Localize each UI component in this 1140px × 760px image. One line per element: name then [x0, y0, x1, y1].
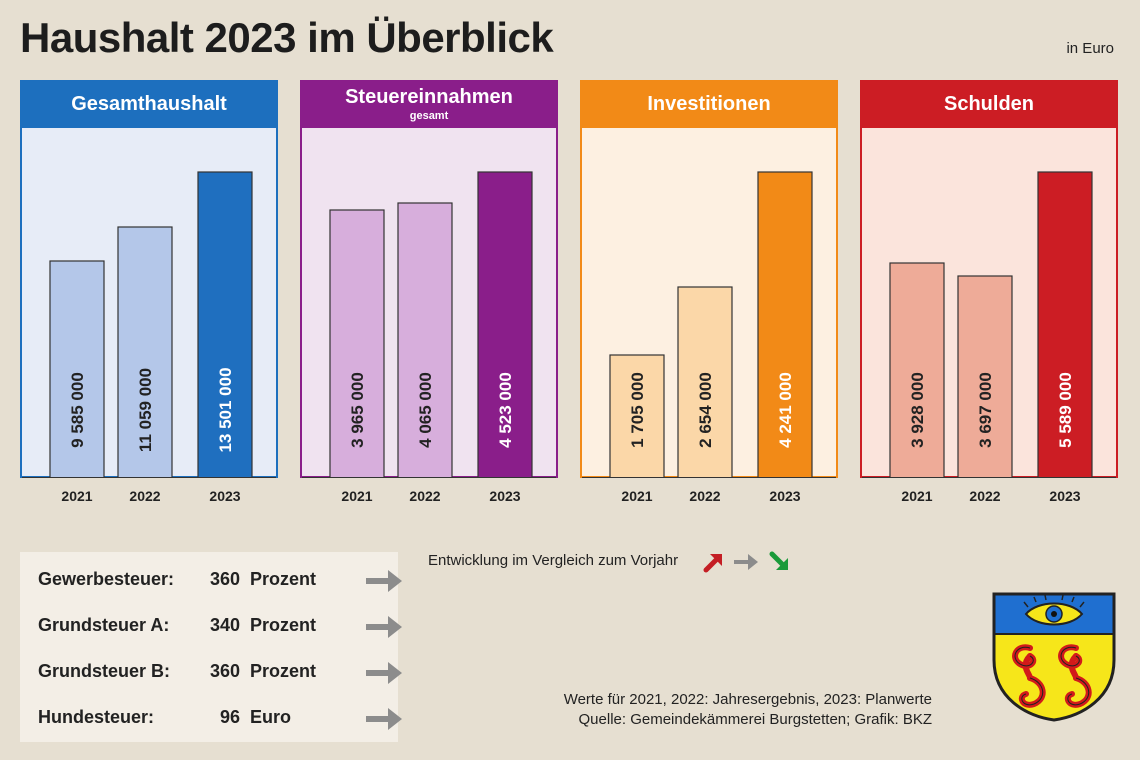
- bar-value-label: 4 523 000: [496, 372, 515, 448]
- trend-legend-text: Entwicklung im Vergleich zum Vorjahr: [428, 552, 679, 569]
- footnote-line-2: Quelle: Gemeindekämmerei Burgstetten; Gr…: [578, 711, 932, 728]
- unit-label: in Euro: [1066, 40, 1114, 57]
- arrow-right-icon: [366, 708, 402, 730]
- tax-label: Grundsteuer A:: [38, 615, 170, 635]
- x-tick-label: 2023: [209, 488, 241, 504]
- chart-title-text: Steuereinnahmen: [345, 86, 513, 108]
- x-tick-label: 2022: [689, 488, 721, 504]
- bar-2021: [49, 260, 105, 478]
- tax-value: 360: [209, 569, 240, 589]
- x-axis-labels: 2021 2022 2023: [300, 488, 558, 506]
- bar-chart: 1 705 000 2 654 000 4 241 000: [582, 171, 836, 478]
- chart-panel-steuereinnahmen: Steuereinnahmen gesamt 3 965 000 4 065 000 4…: [300, 80, 558, 478]
- bar-value-label: 2 654 000: [696, 372, 715, 448]
- bar-value-label: 4 065 000: [416, 372, 435, 448]
- x-tick-label: 2022: [129, 488, 161, 504]
- bar-2023: [1037, 171, 1093, 478]
- arrow-down-icon: [769, 551, 788, 570]
- chart-panel-schulden: Schulden 3 928 000 3 697 000 5 589 000: [860, 80, 1118, 478]
- bar-2021: [889, 262, 945, 478]
- chart-panel-gesamthaushalt: Gesamthaushalt 9 585 000 11 059 000 13 501 …: [20, 80, 278, 478]
- tax-unit: Prozent: [250, 661, 317, 681]
- chart-subtitle: gesamt: [409, 110, 449, 122]
- bar-value-label: 5 589 000: [1056, 372, 1075, 448]
- municipal-crest: [992, 592, 1116, 722]
- tax-value: 340: [209, 615, 240, 635]
- bar-value-label: 9 585 000: [68, 372, 87, 448]
- bar-2022: [397, 202, 453, 478]
- bar-value-label: 4 241 000: [776, 372, 795, 448]
- chart-title: Schulden: [860, 80, 1118, 128]
- x-axis-labels: 2021 2022 2023: [20, 488, 278, 506]
- x-tick-label: 2023: [769, 488, 801, 504]
- bar-value-label: 3 697 000: [976, 372, 995, 448]
- bar-2021: [609, 354, 665, 478]
- chart-title-text: Gesamthaushalt: [71, 93, 227, 115]
- tax-label: Grundsteuer B:: [38, 661, 171, 681]
- bar-2023: [197, 171, 253, 478]
- arrow-right-icon: [366, 616, 402, 638]
- page-title: Haushalt 2023 im Überblick: [20, 14, 554, 61]
- bar-value-label: 3 928 000: [908, 372, 927, 448]
- tax-value: 360: [209, 661, 240, 681]
- chart-title-text: Investitionen: [647, 93, 771, 115]
- x-tick-label: 2023: [1049, 488, 1081, 504]
- bar-value-label: 13 501 000: [216, 367, 235, 452]
- arrow-right-icon: [366, 570, 402, 592]
- bar-chart: 9 585 000 11 059 000 13 501 000: [22, 171, 276, 478]
- x-tick-label: 2021: [61, 488, 93, 504]
- bar-2021: [329, 209, 385, 478]
- bar-value-label: 11 059 000: [136, 368, 155, 452]
- bar-chart: 3 965 000 4 065 000 4 523 000: [302, 171, 556, 478]
- x-axis-labels: 2021 2022 2023: [860, 488, 1118, 506]
- footnote: Werte für 2021, 2022: Jahresergebnis, 20…: [564, 690, 932, 730]
- arrow-right-icon: [366, 662, 402, 684]
- x-tick-label: 2021: [901, 488, 933, 504]
- bar-chart: 3 928 000 3 697 000 5 589 000: [862, 171, 1116, 478]
- tax-label: Gewerbesteuer:: [38, 569, 175, 589]
- bar-value-label: 1 705 000: [628, 372, 647, 448]
- trend-legend-icons: [702, 549, 794, 580]
- tax-label: Hundesteuer:: [38, 707, 155, 727]
- chart-title: Investitionen: [580, 80, 838, 128]
- arrow-up-icon: [703, 554, 722, 573]
- x-tick-label: 2021: [341, 488, 373, 504]
- tax-unit: Euro: [250, 707, 292, 727]
- x-tick-label: 2023: [489, 488, 521, 504]
- chart-panel-investitionen: Investitionen 1 705 000 2 654 000 4 241 000: [580, 80, 838, 478]
- x-tick-label: 2021: [621, 488, 653, 504]
- bar-value-label: 3 965 000: [348, 372, 367, 448]
- x-tick-label: 2022: [969, 488, 1001, 504]
- x-tick-label: 2022: [409, 488, 441, 504]
- bar-2022: [677, 286, 733, 478]
- chart-title: Gesamthaushalt: [20, 80, 278, 128]
- footnote-line-1: Werte für 2021, 2022: Jahresergebnis, 20…: [563, 691, 932, 708]
- tax-rates-box: Gewerbesteuer: 360 Prozent Grundsteuer A…: [20, 552, 402, 742]
- bar-2022: [957, 275, 1013, 478]
- tax-unit: Prozent: [250, 615, 317, 635]
- tax-value: 96: [219, 707, 240, 727]
- chart-title-text: Schulden: [943, 93, 1034, 115]
- arrow-right-icon: [734, 554, 758, 570]
- bar-2023: [477, 171, 533, 478]
- bar-2023: [757, 171, 813, 478]
- chart-title: Steuereinnahmen gesamt: [300, 80, 558, 128]
- bar-2022: [117, 226, 173, 478]
- tax-unit: Prozent: [250, 569, 317, 589]
- x-axis-labels: 2021 2022 2023: [580, 488, 838, 506]
